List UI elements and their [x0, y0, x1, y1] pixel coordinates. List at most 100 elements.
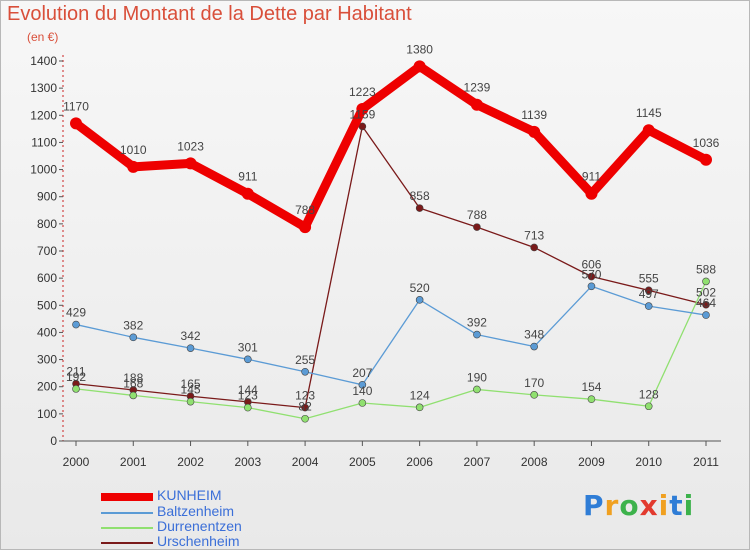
series-3-data-label-10: 555 [639, 271, 659, 285]
y-tick-label-4: 400 [37, 325, 57, 339]
chart-title: Evolution du Montant de la Dette par Hab… [7, 3, 412, 25]
series-3-point-7 [473, 223, 481, 231]
y-tick-label-14: 1400 [30, 54, 57, 68]
y-tick-label-13: 1300 [30, 81, 57, 95]
series-0-point-8 [528, 125, 541, 138]
x-tick-label-1: 2001 [120, 455, 147, 469]
x-tick-label-9: 2009 [578, 455, 605, 469]
series-2-data-label-2: 145 [181, 383, 201, 397]
series-3-data-label-5: 1159 [349, 107, 375, 121]
series-0-data-label-8: 1139 [521, 108, 547, 122]
series-1-data-label-11: 464 [696, 296, 716, 310]
series-1-data-label-0: 429 [66, 306, 86, 320]
series-0-point-7 [470, 98, 483, 111]
series-0-data-label-6: 1380 [406, 42, 433, 56]
series-1-data-label-6: 520 [410, 281, 430, 295]
series-1-point-7 [473, 330, 481, 339]
series-1-data-label-8: 348 [524, 328, 544, 342]
series-2-point-3 [244, 403, 252, 412]
series-2-data-label-3: 123 [238, 389, 258, 403]
series-0-data-label-11: 1036 [693, 136, 720, 150]
series-3-data-label-7: 788 [467, 208, 487, 222]
series-3-data-label-11: 502 [696, 286, 716, 300]
legend-label-2: Durrenentzen [157, 518, 242, 534]
series-0-data-label-3: 911 [238, 170, 257, 184]
series-2-point-6 [415, 403, 424, 412]
proxiti-logo: Proxiti [583, 489, 694, 522]
legend-label-1: Baltzenheim [157, 503, 235, 519]
series-1-point-10 [644, 302, 653, 310]
logo-letter-0: P [583, 489, 605, 522]
series-2-point-0 [72, 385, 80, 393]
series-1-data-label-10: 497 [639, 287, 659, 301]
series-3-point-4 [301, 403, 309, 412]
logo-letter-6: i [683, 489, 695, 522]
series-3-point-10 [644, 286, 653, 295]
series-2-point-9 [587, 395, 596, 404]
series-2-point-5 [358, 399, 367, 407]
series-2-point-2 [186, 397, 195, 406]
series-2-data-label-11: 588 [696, 262, 716, 276]
series-0-point-5 [356, 103, 369, 116]
y-tick-label-0: 0 [50, 434, 57, 448]
series-1-point-5 [358, 381, 367, 389]
x-tick-label-8: 2008 [521, 455, 548, 469]
series-3-point-8 [530, 243, 538, 252]
series-0-data-label-0: 1170 [63, 99, 89, 113]
x-tick-label-2: 2002 [177, 455, 204, 469]
series-0-data-label-4: 788 [295, 203, 315, 217]
series-0-point-11 [700, 153, 712, 166]
series-1-point-4 [301, 367, 309, 376]
series-1-data-label-9: 570 [581, 267, 601, 281]
series-0-data-label-10: 1145 [636, 106, 662, 120]
series-2-point-11 [702, 277, 710, 286]
y-tick-label-11: 1100 [31, 135, 57, 149]
series-2-point-1 [129, 391, 138, 400]
x-tick-label-0: 2000 [63, 455, 90, 469]
series-1-point-2 [186, 344, 195, 352]
series-3-point-11 [702, 300, 710, 309]
series-0-point-4 [299, 221, 312, 234]
series-1-point-11 [702, 311, 710, 319]
series-0-point-0 [70, 117, 82, 130]
x-tick-label-11: 2011 [693, 455, 719, 469]
series-1-data-label-1: 382 [123, 318, 143, 332]
y-tick-label-8: 800 [37, 217, 57, 231]
y-tick-label-10: 1000 [30, 163, 57, 177]
logo-letter-4: i [658, 489, 670, 522]
series-0-point-2 [184, 157, 197, 170]
series-3-data-label-6: 858 [410, 189, 430, 203]
x-tick-label-6: 2006 [406, 455, 433, 469]
x-tick-label-7: 2007 [464, 455, 491, 469]
series-2-data-label-7: 190 [467, 370, 487, 384]
chart-subtitle: (en €) [27, 30, 59, 44]
series-line-2 [75, 280, 707, 420]
series-1-point-1 [129, 333, 138, 342]
series-1-point-3 [244, 355, 252, 364]
y-tick-label-12: 1200 [30, 108, 57, 122]
x-tick-label-4: 2004 [292, 455, 319, 469]
series-1-point-9 [587, 282, 596, 291]
series-line-1 [75, 285, 707, 386]
series-3-data-label-9: 606 [581, 258, 601, 272]
series-line-0 [71, 61, 711, 232]
x-tick-label-3: 2003 [234, 455, 261, 469]
logo-letter-2: o [619, 489, 640, 522]
series-2-data-label-8: 170 [524, 376, 544, 390]
series-1-point-0 [72, 320, 80, 329]
series-2-data-label-6: 124 [410, 388, 430, 402]
series-2-point-8 [530, 391, 538, 399]
series-3-point-9 [587, 272, 596, 281]
legend-swatch-3 [101, 542, 153, 544]
series-0-point-10 [642, 124, 655, 137]
series-3-data-label-8: 713 [524, 228, 544, 242]
series-0-point-9 [585, 187, 598, 200]
series-0-data-label-2: 1023 [177, 139, 204, 153]
series-0-point-6 [413, 60, 426, 73]
y-tick-label-9: 900 [37, 190, 57, 204]
series-1-point-8 [530, 342, 538, 351]
series-3-data-label-3: 144 [238, 383, 258, 397]
x-tick-label-10: 2010 [635, 455, 662, 469]
